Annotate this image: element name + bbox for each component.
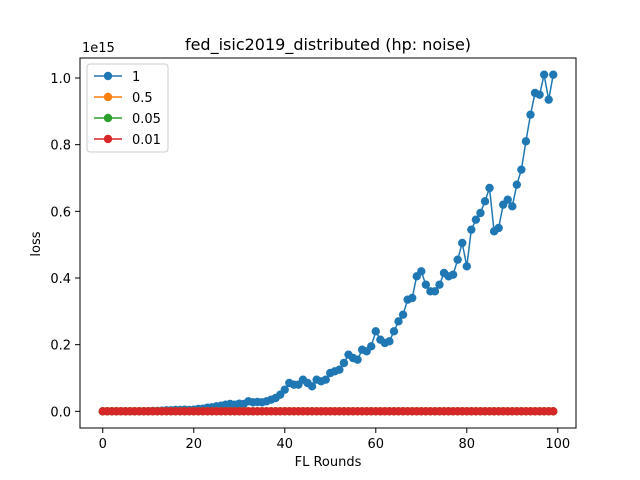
data-point	[503, 195, 512, 204]
data-point	[480, 197, 490, 206]
legend-marker	[103, 71, 113, 81]
data-point	[544, 95, 553, 104]
data-point	[398, 310, 408, 319]
legend-marker	[103, 92, 113, 102]
y-tick-label: 1.0	[50, 72, 71, 87]
y-offset-label: 1e15	[82, 41, 115, 56]
data-point	[280, 385, 289, 394]
series-line	[102, 74, 554, 413]
data-point	[467, 225, 476, 234]
plot-area	[98, 70, 558, 416]
x-tick-label: 0	[99, 437, 107, 452]
data-point	[549, 70, 558, 79]
y-tick-label: 0.8	[50, 139, 71, 154]
legend: 1 0.5 0.05 0.01	[86, 63, 169, 153]
axes-frame	[79, 57, 577, 429]
data-point	[394, 317, 403, 326]
data-point	[307, 382, 317, 391]
data-point	[321, 375, 330, 384]
data-point	[339, 358, 349, 368]
data-point	[448, 270, 458, 279]
data-point	[535, 90, 544, 99]
data-point	[435, 280, 444, 289]
legend-marker	[103, 134, 113, 144]
data-point	[407, 293, 417, 303]
data-point	[539, 70, 549, 79]
data-point	[421, 280, 431, 289]
legend-box	[86, 63, 169, 153]
legend-label: 0.01	[132, 133, 161, 148]
data-point	[476, 208, 485, 218]
y-axis-label: loss	[29, 231, 44, 256]
data-point	[367, 342, 376, 351]
x-axis-label: FL Rounds	[295, 455, 362, 470]
axis-ticks: 0 20 40 60 80 100 0.0 0.2 0.4 0.6 0.8 1.0	[50, 72, 570, 452]
data-point	[371, 327, 380, 336]
x-tick-label: 20	[185, 437, 202, 452]
y-tick-label: 0.0	[50, 405, 71, 420]
y-tick-label: 0.2	[50, 339, 71, 354]
x-tick-label: 100	[545, 437, 570, 452]
data-point	[494, 223, 503, 233]
data-point	[549, 407, 558, 416]
data-point	[517, 165, 526, 174]
y-tick-label: 0.6	[50, 205, 71, 220]
data-point	[462, 262, 471, 271]
legend-label: 0.5	[132, 91, 153, 106]
data-point	[389, 327, 399, 336]
data-point	[335, 365, 344, 374]
data-point	[458, 238, 467, 248]
y-tick-label: 0.4	[50, 272, 71, 287]
data-point	[430, 287, 440, 296]
data-point	[453, 255, 462, 264]
x-tick-label: 60	[368, 437, 385, 452]
data-point	[385, 337, 394, 346]
chart-title: fed_isic2019_distributed (hp: noise)	[185, 35, 471, 55]
data-point	[417, 267, 426, 276]
x-tick-label: 40	[276, 437, 293, 452]
data-point	[353, 355, 362, 364]
x-tick-label: 80	[459, 437, 476, 452]
legend-label: 1	[132, 70, 140, 85]
data-point	[471, 215, 481, 224]
legend-marker	[103, 113, 113, 123]
data-point	[512, 180, 522, 189]
legend-label: 0.05	[132, 112, 161, 127]
data-point	[521, 137, 531, 146]
data-point	[526, 110, 535, 119]
data-point	[485, 183, 494, 193]
series-3	[98, 407, 558, 416]
data-point	[508, 202, 517, 211]
